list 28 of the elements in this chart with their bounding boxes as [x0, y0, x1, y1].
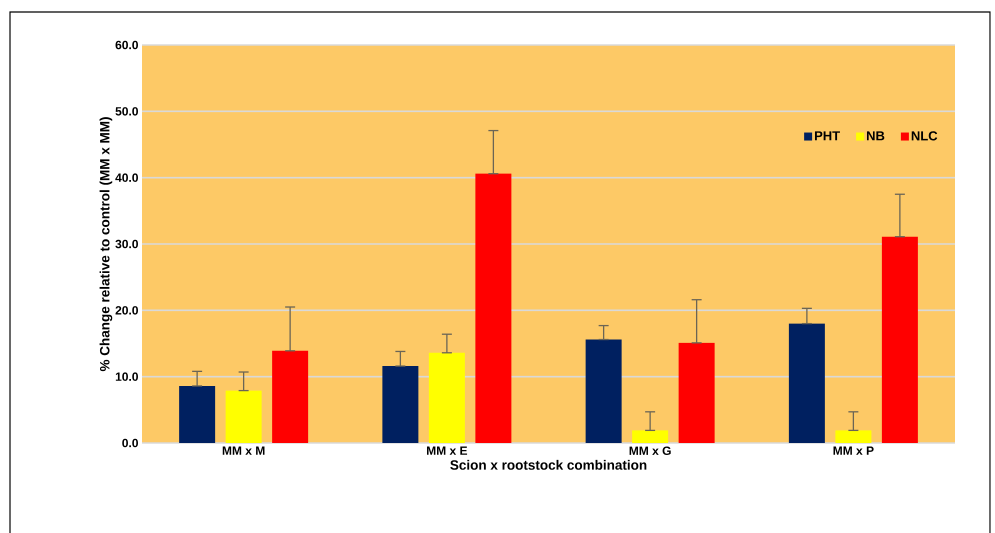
- y-tick-label: 0.0: [122, 438, 138, 448]
- bar: [428, 352, 465, 443]
- bar: [788, 324, 825, 443]
- y-tick-label: 10.0: [116, 372, 138, 381]
- legend-label: NLC: [912, 131, 938, 140]
- legend-label: PHT: [814, 131, 840, 140]
- bar: [226, 390, 262, 443]
- x-tick-label: MM x P: [834, 446, 874, 455]
- y-tick-label: 40.0: [115, 173, 138, 182]
- bar: [586, 340, 622, 443]
- x-tick-label: MM x M: [222, 446, 264, 455]
- bar: [382, 366, 418, 443]
- y-axis-title: % Change relative to control (MM x MM): [100, 117, 112, 372]
- bar: [882, 236, 918, 443]
- x-tick-label: MM x E: [427, 446, 468, 455]
- bar: [632, 430, 668, 443]
- x-axis-title: Scion x rootstock combination: [450, 460, 646, 470]
- bar: [272, 350, 308, 443]
- legend-label: NB: [866, 131, 884, 140]
- bar: [179, 386, 216, 443]
- bar: [678, 342, 715, 443]
- y-tick-label: 30.0: [115, 240, 138, 248]
- y-tick-label: 60.0: [116, 40, 138, 50]
- y-tick-label: 50.0: [115, 107, 138, 116]
- x-tick-label: MM x G: [630, 446, 671, 456]
- y-tick-label: 20.0: [116, 306, 138, 315]
- bar: [835, 430, 872, 443]
- bar: [475, 174, 512, 443]
